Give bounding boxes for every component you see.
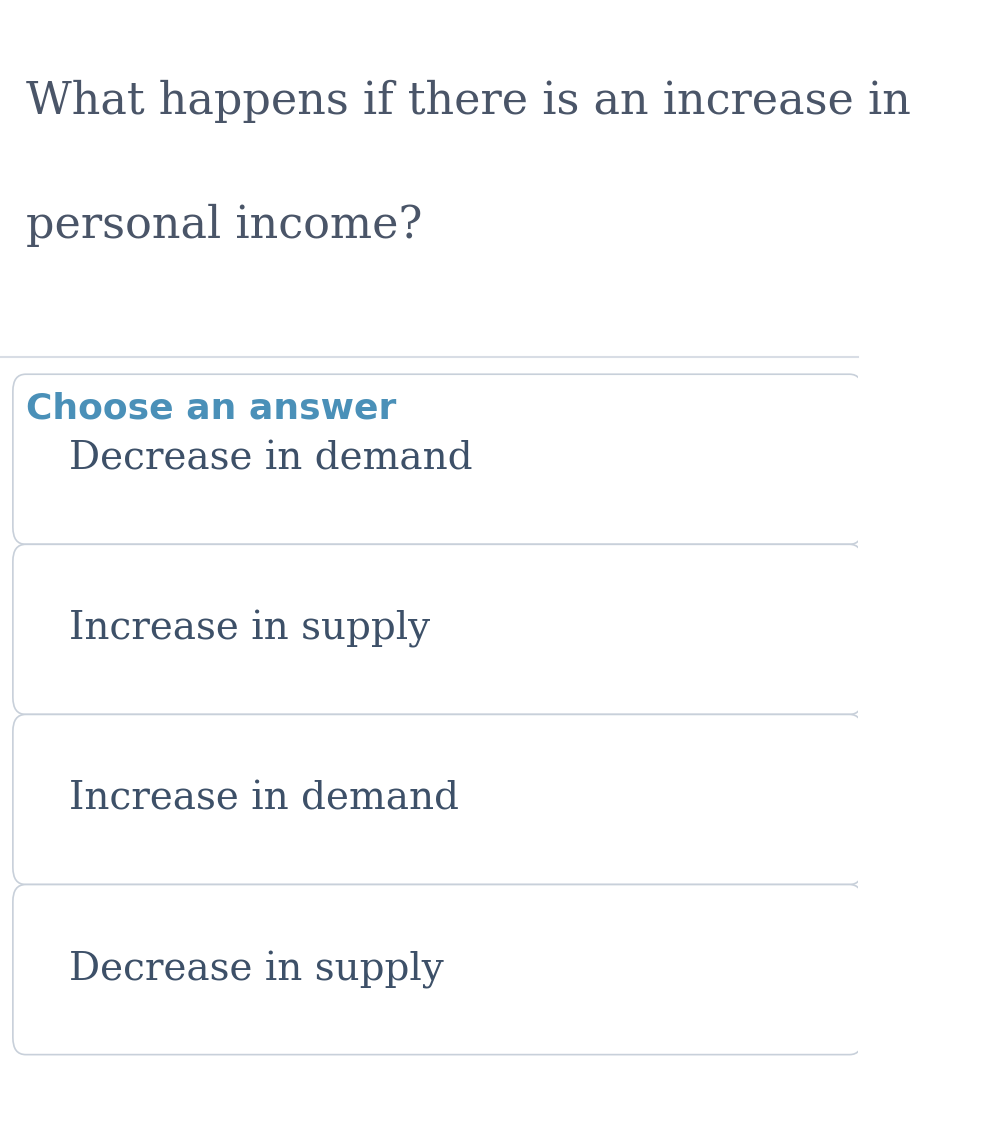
- FancyBboxPatch shape: [13, 714, 862, 885]
- FancyBboxPatch shape: [13, 885, 862, 1055]
- Text: Decrease in demand: Decrease in demand: [69, 441, 472, 477]
- FancyBboxPatch shape: [13, 374, 862, 544]
- Text: personal income?: personal income?: [26, 204, 421, 247]
- FancyBboxPatch shape: [13, 544, 862, 714]
- Text: Increase in supply: Increase in supply: [69, 610, 429, 649]
- Text: Decrease in supply: Decrease in supply: [69, 950, 443, 989]
- Text: What happens if there is an increase in: What happens if there is an increase in: [26, 79, 910, 122]
- Text: Increase in demand: Increase in demand: [69, 781, 458, 818]
- Text: Choose an answer: Choose an answer: [26, 391, 396, 425]
